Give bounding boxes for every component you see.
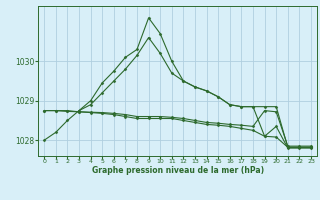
X-axis label: Graphe pression niveau de la mer (hPa): Graphe pression niveau de la mer (hPa) — [92, 166, 264, 175]
